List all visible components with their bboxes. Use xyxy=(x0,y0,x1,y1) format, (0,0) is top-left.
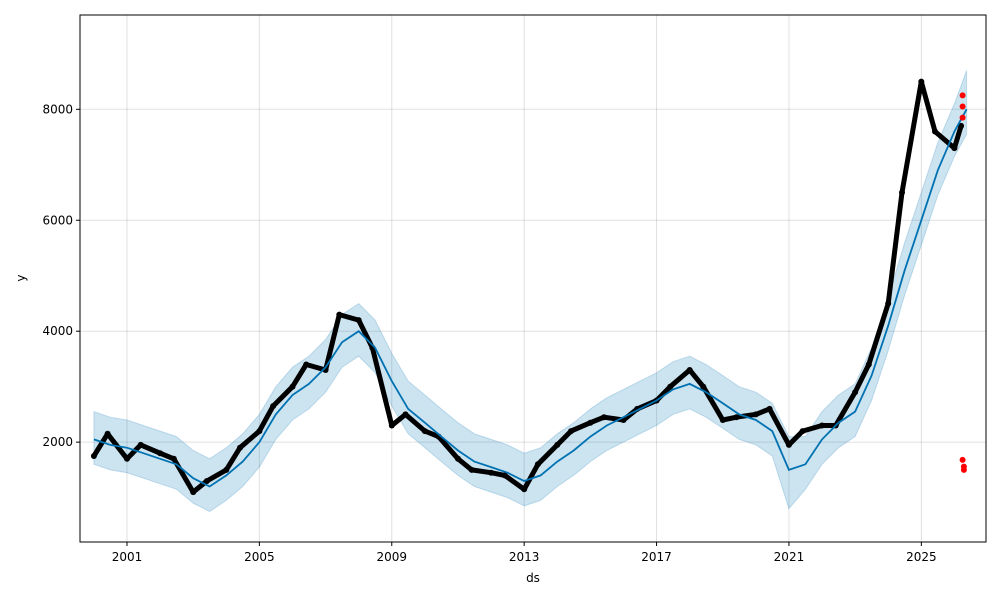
observed-point xyxy=(223,466,230,473)
observed-point xyxy=(190,489,197,496)
observed-point xyxy=(719,417,726,423)
outlier-point xyxy=(960,466,967,473)
y-tick-label: 6000 xyxy=(42,213,73,227)
observed-point xyxy=(521,486,528,493)
observed-point xyxy=(336,311,343,318)
outlier-point xyxy=(959,456,966,463)
outlier-point xyxy=(959,103,966,110)
y-tick-label: 8000 xyxy=(42,102,73,116)
observed-point xyxy=(455,455,461,462)
observed-point xyxy=(488,469,495,476)
observed-point xyxy=(766,405,773,412)
observed-point xyxy=(554,441,561,448)
outlier-points xyxy=(959,92,967,473)
plot-frame xyxy=(79,14,987,543)
observed-point xyxy=(468,466,475,473)
observed-point xyxy=(355,317,362,324)
grid-lines xyxy=(80,15,986,542)
observed-point xyxy=(667,383,674,390)
forecast-line-path xyxy=(93,108,968,488)
x-tick-label: 2001 xyxy=(112,550,143,564)
x-tick-label: 2021 xyxy=(774,550,805,564)
observed-point xyxy=(799,428,806,435)
x-tick-label: 2013 xyxy=(509,550,540,564)
observed-point xyxy=(124,455,130,462)
observed-point xyxy=(534,461,541,468)
observed-point xyxy=(402,411,409,418)
observed-point xyxy=(918,78,925,85)
observed-points xyxy=(90,78,965,496)
x-axis-ticks: 2001 2005 2009 2013 2017 2021 2025 xyxy=(112,542,937,564)
y-tick-label: 4000 xyxy=(42,324,73,338)
observed-point xyxy=(885,300,892,307)
observed-point xyxy=(237,444,243,451)
observed-point xyxy=(951,145,958,152)
observed-point xyxy=(501,472,508,479)
x-tick-label: 2009 xyxy=(376,550,407,564)
observed-point xyxy=(752,411,759,418)
observed-point xyxy=(958,122,965,129)
observed-point xyxy=(852,389,859,396)
uncertainty-band-area xyxy=(93,70,968,513)
observed-point xyxy=(899,189,905,196)
observed-point xyxy=(90,453,97,459)
observed-point xyxy=(568,428,574,435)
observed-point xyxy=(203,478,210,484)
observed-point xyxy=(819,422,825,429)
observed-point xyxy=(785,441,792,448)
observed-point xyxy=(865,361,872,368)
x-axis-label: ds xyxy=(526,571,540,585)
observed-point xyxy=(388,422,395,429)
observed-point xyxy=(104,430,111,437)
observed-point xyxy=(289,383,296,390)
observed-point xyxy=(303,361,310,368)
outlier-point xyxy=(959,92,966,99)
observed-point xyxy=(157,450,164,457)
observed-point xyxy=(686,367,693,373)
observed-point xyxy=(700,383,707,390)
y-axis-ticks: 2000 4000 6000 8000 xyxy=(42,102,80,449)
observed-point xyxy=(137,441,144,448)
x-tick-label: 2017 xyxy=(641,550,672,564)
observed-point xyxy=(270,403,277,410)
observed-point xyxy=(601,414,607,421)
observed-point xyxy=(733,414,740,421)
x-tick-label: 2005 xyxy=(244,550,275,564)
observed-point xyxy=(421,428,428,435)
observed-point xyxy=(170,455,177,462)
forecast-line xyxy=(93,108,968,488)
x-tick-label: 2025 xyxy=(906,550,937,564)
y-tick-label: 2000 xyxy=(42,435,73,449)
observed-point xyxy=(256,428,263,435)
observed-point xyxy=(587,419,594,426)
uncertainty-band xyxy=(93,70,968,513)
observed-point xyxy=(932,128,938,135)
outlier-point xyxy=(959,114,966,121)
y-axis-label: y xyxy=(14,274,28,281)
